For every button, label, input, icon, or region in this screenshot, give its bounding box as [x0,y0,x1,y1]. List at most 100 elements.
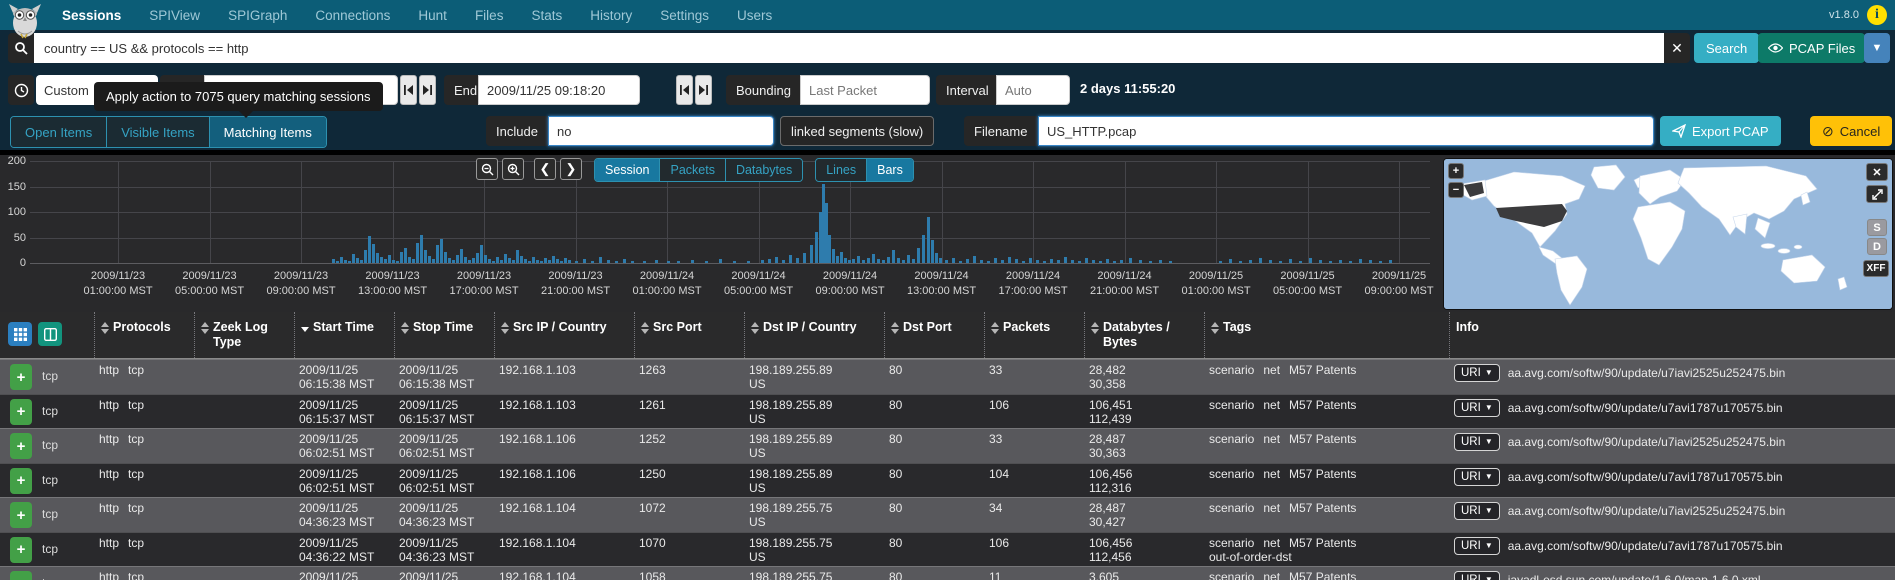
column-header-zeek-log-type[interactable]: Zeek Log Type [195,312,295,358]
sort-icon[interactable] [891,322,899,334]
nav-item-spiview[interactable]: SPIView [149,7,201,23]
session-row[interactable]: + tcp http tcp 2009/11/25 06:02:51 MST 2009/1… [0,462,1895,497]
expand-session-button[interactable]: + [10,398,32,425]
tab-open-items[interactable]: Open Items [11,117,108,147]
session-row[interactable]: + tcp http tcp 2009/11/25 06:15:37 MST 2009/1… [0,393,1895,428]
owl-logo-icon[interactable] [6,1,44,39]
src-port-cell[interactable]: 1261 [639,397,666,412]
expand-session-button[interactable]: + [10,364,32,390]
src-ip-cell[interactable]: 192.168.1.103 [499,397,576,412]
pan-left-icon[interactable]: ❮ [534,158,556,180]
toggle-session[interactable]: Session [595,159,661,181]
nav-item-users[interactable]: Users [737,7,773,23]
src-ip-cell[interactable]: 192.168.1.106 [499,466,576,481]
uri-value[interactable]: aa.avg.com/softw/90/update/u7avi1787u170… [1507,538,1783,553]
dst-port-cell[interactable]: 80 [889,466,903,481]
include-segments-select[interactable]: no [548,116,774,146]
src-port-cell[interactable]: 1250 [639,466,666,481]
column-header-src-ip-country[interactable]: Src IP / Country [495,312,635,358]
map-dst-button[interactable]: D [1867,238,1887,255]
expand-session-button[interactable]: + [10,502,32,528]
src-port-cell[interactable]: 1070 [639,535,666,550]
map-zoom-out-button[interactable]: − [1448,182,1464,198]
tab-matching-items[interactable]: Matching Items [209,117,326,147]
dst-ip-cell[interactable]: 198.189.255.89 US [749,363,833,391]
dst-port-cell[interactable]: 80 [889,535,903,550]
nav-item-spigraph[interactable]: SPIGraph [228,7,288,23]
clear-search-icon[interactable]: ✕ [1664,33,1690,63]
tags-cell[interactable]: scenario net M57 Patents [1209,432,1357,446]
nav-item-history[interactable]: History [590,7,633,23]
src-ip-cell[interactable]: 192.168.1.104 [499,570,576,580]
tags-cell[interactable]: scenario net M57 Patents [1209,466,1357,481]
nav-item-hunt[interactable]: Hunt [418,7,447,23]
zoom-out-icon[interactable] [476,158,498,180]
toggle-packets[interactable]: Packets [660,159,726,181]
uri-value[interactable]: aa.avg.com/softw/90/update/u7iavi2525u25… [1507,435,1786,449]
start-step-back-icon[interactable] [400,75,417,105]
dst-port-cell[interactable]: 80 [889,570,903,580]
session-row[interactable]: + tcp http tcp 2009/11/25 06:02:51 MST 2009/1… [0,428,1895,463]
search-actions-dropdown[interactable]: ▼ [1864,33,1890,63]
sort-icon[interactable] [1211,322,1219,334]
zoom-in-icon[interactable] [502,158,524,180]
dst-port-cell[interactable]: 80 [889,432,903,446]
sort-desc-icon[interactable] [301,327,309,332]
nav-item-stats[interactable]: Stats [531,7,563,23]
toggle-lines[interactable]: Lines [816,159,868,181]
nav-item-connections[interactable]: Connections [315,7,391,23]
end-step-back-icon[interactable] [676,75,693,105]
end-step-forward-icon[interactable] [695,75,712,105]
uri-dropdown-button[interactable]: URI ▼ [1454,467,1500,486]
map-src-button[interactable]: S [1867,219,1887,236]
column-header-dst-ip-country[interactable]: Dst IP / Country [745,312,885,358]
dst-ip-cell[interactable]: 198.189.255.89 US [749,432,833,460]
uri-value[interactable]: aa.avg.com/softw/90/update/u7avi1787u170… [1507,400,1783,415]
session-row[interactable]: + tcp http tcp 2009/11/25 06:15:38 MST 2009/1… [0,359,1895,394]
column-header-src-port[interactable]: Src Port [635,312,745,358]
expand-session-button[interactable]: + [10,433,32,459]
map-close-icon[interactable]: ✕ [1866,163,1888,181]
column-header-databytes-bytes[interactable]: Databytes / Bytes [1085,312,1205,358]
header-tools-cell[interactable] [0,312,95,358]
dst-ip-cell[interactable]: 198.189.255.89 US [749,397,833,426]
column-header-protocols[interactable]: Protocols [95,312,195,358]
dst-port-cell[interactable]: 80 [889,501,903,515]
map-zoom-in-button[interactable]: + [1448,163,1464,179]
sort-icon[interactable] [1091,322,1099,334]
sort-icon[interactable] [401,322,409,334]
uri-dropdown-button[interactable]: URI ▼ [1454,398,1500,417]
uri-value[interactable]: javadl-esd.sun.com/update/1.6.0/map-1.6.… [1507,573,1761,580]
info-icon[interactable]: i [1867,5,1887,25]
sessions-timeline-chart[interactable]: 0 50 100 150 200 2009/11/23 01:00:00 MST 2009/1… [0,155,1436,312]
tags-cell[interactable]: scenario net M57 Patents [1209,397,1357,412]
toggle-bars[interactable]: Bars [867,159,913,181]
dst-ip-cell[interactable]: 198.189.255.89 US [749,466,833,495]
src-port-cell[interactable]: 1072 [639,501,666,515]
column-header-tags[interactable]: Tags [1205,312,1450,358]
clock-icon[interactable] [8,75,34,105]
expand-session-button[interactable]: + [10,571,32,580]
column-header-start-time[interactable]: Start Time [295,312,395,358]
tags-cell[interactable]: scenario net M57 Patents [1209,570,1357,580]
export-pcap-button[interactable]: Export PCAP [1660,116,1781,146]
column-config-icon[interactable] [38,322,62,346]
src-port-cell[interactable]: 1252 [639,432,666,446]
uri-value[interactable]: aa.avg.com/softw/90/update/u7iavi2525u25… [1507,366,1786,380]
start-step-forward-icon[interactable] [419,75,436,105]
map-xff-button[interactable]: XFF [1863,260,1889,277]
uri-dropdown-button[interactable]: URI ▼ [1454,502,1500,520]
interval-select[interactable]: Auto [996,75,1070,105]
dst-port-cell[interactable]: 80 [889,397,903,412]
column-header-stop-time[interactable]: Stop Time [395,312,495,358]
dst-port-cell[interactable]: 80 [889,363,903,377]
filename-input[interactable]: US_HTTP.pcap [1038,116,1654,146]
world-map[interactable]: + − ✕ S D XFF [1443,158,1893,310]
src-port-cell[interactable]: 1263 [639,363,666,377]
tags-cell[interactable]: scenario net M57 Patents [1209,501,1357,515]
nav-item-files[interactable]: Files [474,7,504,23]
tab-visible-items[interactable]: Visible Items [107,117,210,147]
